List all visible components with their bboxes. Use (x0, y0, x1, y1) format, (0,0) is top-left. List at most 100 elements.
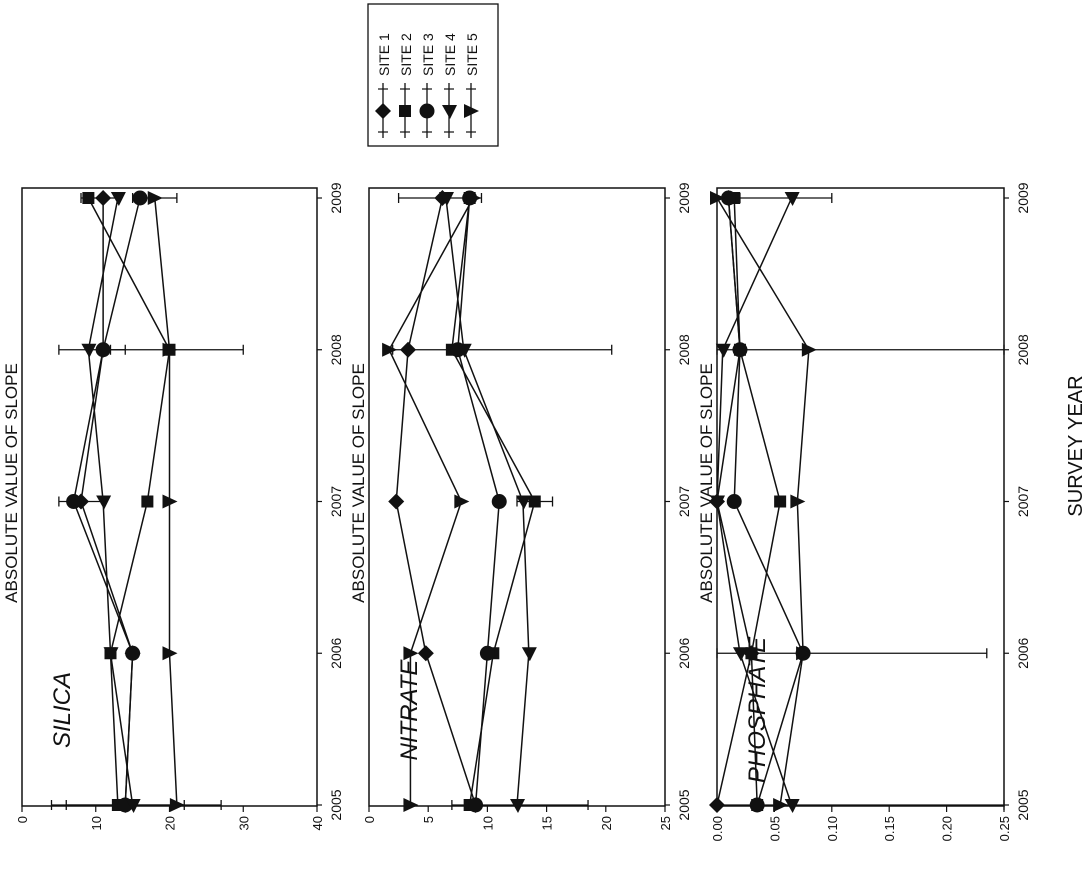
data-point (468, 797, 484, 813)
y-tick-label: 0.20 (940, 816, 955, 841)
y-tick-label: 0.05 (767, 816, 782, 841)
x-tick-label: 2006 (1015, 637, 1031, 668)
y-tick-label: 0 (15, 816, 30, 823)
x-tick-label: 2009 (1015, 182, 1031, 213)
y-tick-label: 20 (599, 816, 614, 830)
legend-marker (375, 103, 391, 119)
x-tick-label: 2005 (1015, 789, 1031, 820)
y-axis-label: ABSOLUTE VALUE OF SLOPE (349, 363, 368, 603)
data-point (745, 647, 758, 660)
y-tick-label: 0.25 (997, 816, 1012, 841)
data-point (456, 343, 472, 358)
data-point (403, 798, 419, 812)
data-point (417, 645, 434, 662)
data-point (132, 190, 148, 206)
x-tick-label: 2009 (328, 182, 344, 213)
data-point (466, 191, 482, 205)
data-point (162, 342, 178, 357)
x-axis-label: SURVEY YEAR (1065, 375, 1086, 516)
y-tick-label: 0.10 (825, 816, 840, 841)
legend-label: SITE 5 (464, 33, 480, 76)
data-point (720, 190, 736, 206)
legend-marker (419, 103, 435, 119)
legend-frame (367, 3, 499, 147)
data-point (790, 494, 806, 509)
panel-title: SILICA (49, 672, 76, 748)
data-point (103, 647, 119, 662)
legend-item: SITE 2 (398, 33, 414, 138)
y-tick-label: 5 (421, 816, 436, 823)
data-point (773, 798, 789, 812)
data-point (774, 495, 787, 508)
legend-item: SITE 4 (442, 33, 458, 138)
x-tick-label: 2006 (676, 637, 692, 668)
panel-title: NITRATE (396, 659, 423, 761)
data-point (732, 342, 748, 358)
data-point (710, 495, 725, 510)
data-point (715, 343, 731, 358)
y-tick-label: 30 (236, 816, 251, 830)
y-tick-label: 15 (540, 816, 555, 830)
data-point (403, 646, 419, 661)
y-tick-label: 10 (89, 816, 104, 830)
data-point (479, 645, 495, 661)
x-tick-label: 2008 (676, 334, 692, 365)
y-axis-label: ABSOLUTE VALUE OF SLOPE (697, 363, 716, 603)
y-tick-label: 20 (163, 816, 178, 830)
data-point (515, 495, 531, 510)
data-point (491, 494, 507, 509)
legend-item: SITE 1 (375, 33, 392, 138)
data-point (709, 797, 725, 813)
data-point (796, 646, 812, 661)
legend: SITE 1 SITE 2 SITE 3 SITE 4 SITE 5 (367, 3, 499, 147)
legend-marker (464, 104, 479, 118)
data-point (521, 647, 537, 662)
data-point (454, 494, 470, 509)
data-point (438, 192, 454, 206)
x-tick-label: 2007 (328, 486, 344, 517)
legend-marker (442, 105, 457, 119)
y-tick-label: 40 (310, 816, 325, 830)
x-tick-label: 2009 (676, 182, 692, 213)
data-point (66, 494, 82, 509)
data-point (82, 192, 95, 204)
data-point (169, 798, 185, 812)
legend-marker (399, 105, 411, 117)
data-point (162, 646, 178, 661)
x-tick-label: 2005 (676, 789, 692, 820)
x-tick-label: 2008 (1015, 334, 1031, 365)
data-point (784, 192, 800, 206)
data-point (95, 342, 111, 358)
data-point (162, 494, 178, 509)
x-tick-label: 2007 (1015, 486, 1031, 517)
y-tick-label: 0.00 (710, 816, 725, 841)
legend-item: SITE 3 (419, 33, 436, 138)
x-tick-label: 2005 (328, 789, 344, 820)
legend-label: SITE 3 (420, 33, 436, 76)
data-point (510, 799, 525, 813)
data-point (388, 493, 405, 510)
data-point (528, 495, 541, 508)
panel-title: PHOSPHATE (744, 636, 771, 783)
y-tick-label: 10 (480, 816, 495, 830)
data-point (110, 192, 126, 206)
x-tick-label: 2007 (676, 486, 692, 517)
data-point (141, 495, 154, 508)
y-axis-label: ABSOLUTE VALUE OF SLOPE (2, 363, 21, 603)
y-tick-label: 0 (362, 816, 377, 823)
data-point (400, 341, 417, 358)
data-point (95, 190, 112, 206)
data-point (96, 495, 112, 510)
data-point (732, 647, 748, 662)
data-point (382, 342, 398, 357)
data-point (726, 494, 742, 509)
data-point (784, 799, 800, 813)
data-point (801, 342, 817, 357)
data-point (81, 343, 97, 358)
data-point (710, 191, 725, 205)
data-point (125, 645, 141, 661)
x-tick-label: 2006 (328, 637, 344, 668)
y-tick-label: 0.15 (882, 816, 897, 841)
